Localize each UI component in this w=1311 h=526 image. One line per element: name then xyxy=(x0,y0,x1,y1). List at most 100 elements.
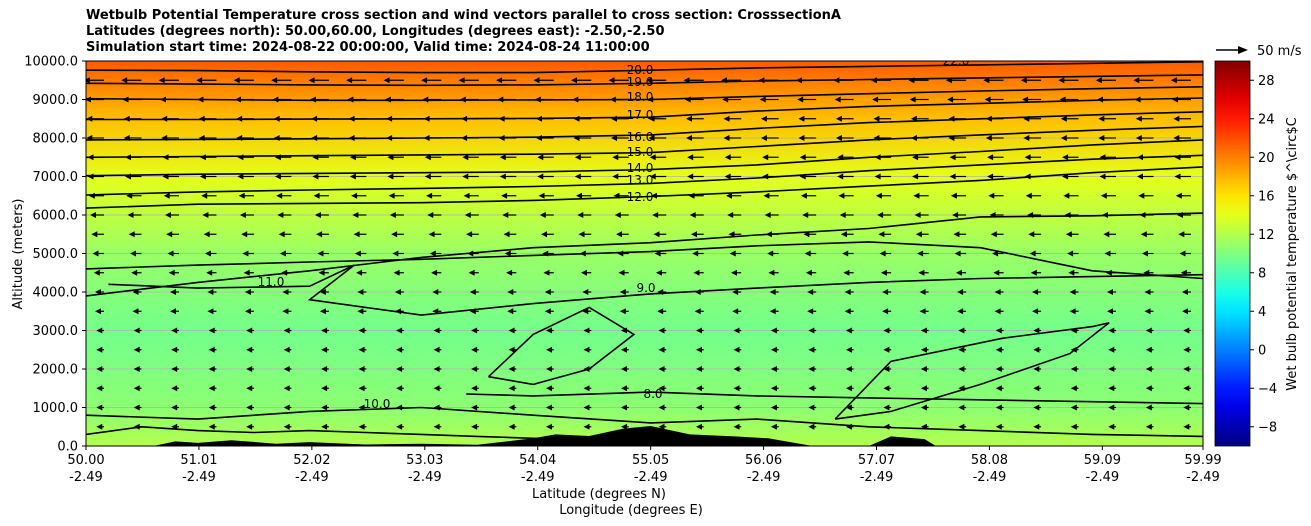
wind-vector-head xyxy=(883,366,890,372)
wind-vector-head xyxy=(1145,404,1152,411)
wind-vector-head xyxy=(279,250,286,257)
wind-vector-head xyxy=(583,366,590,372)
wind-vector-head xyxy=(237,173,244,180)
wind-vector-head xyxy=(196,77,203,84)
wind-vector-head xyxy=(432,289,439,295)
wind-vector-head xyxy=(199,154,206,161)
wind-vector-head xyxy=(396,346,403,353)
wind-vector-head xyxy=(1173,115,1180,122)
contour-line xyxy=(86,212,1203,297)
wind-vector-head xyxy=(283,423,290,430)
chart-title-line-3: Simulation start time: 2024-08-22 00:00:… xyxy=(86,40,650,55)
wind-vector-head xyxy=(799,154,806,161)
wind-vector-head xyxy=(469,308,476,315)
wind-vector-head xyxy=(1175,192,1182,199)
wind-vector-head xyxy=(464,212,471,218)
wind-vector-head xyxy=(733,327,740,334)
contour-line xyxy=(108,264,1203,316)
wind-vector-head xyxy=(989,212,996,218)
wind-vector-head xyxy=(1060,135,1067,141)
wind-vector-head xyxy=(508,327,515,334)
wind-vector-head xyxy=(948,135,955,141)
contour-label: 13.0 xyxy=(627,173,654,187)
wind-vector-head xyxy=(1070,366,1077,372)
wind-vector-head xyxy=(246,327,253,334)
x-tick-label-lon: -2.49 xyxy=(1186,470,1220,485)
wind-vector-head xyxy=(352,212,359,218)
wind-vector-head xyxy=(321,366,328,372)
wind-vector-head xyxy=(314,212,321,218)
wind-vector-head xyxy=(93,269,100,276)
wind-vector-head xyxy=(1100,192,1107,199)
contour-line xyxy=(86,166,1203,209)
wind-vector-head xyxy=(987,154,994,161)
wind-vector-head xyxy=(1030,269,1037,276)
wind-vector-head xyxy=(1033,385,1040,392)
wind-vector-head xyxy=(958,404,965,411)
wind-vector-head xyxy=(875,192,882,199)
wind-vector-head xyxy=(1098,135,1105,141)
wind-vector-head xyxy=(648,135,655,141)
wind-vector-head xyxy=(203,231,210,238)
x-axis-label-lat: Latitude (degrees N) xyxy=(532,487,666,502)
wind-vector-head xyxy=(733,423,740,430)
wind-vector-head xyxy=(985,135,992,141)
wind-vector-head xyxy=(346,77,353,84)
y-tick-label: 1000.0 xyxy=(33,401,79,416)
wind-vector-head xyxy=(357,308,364,315)
contour-line xyxy=(86,74,1203,87)
wind-vector-head xyxy=(498,135,505,141)
wind-vector-head xyxy=(883,404,890,411)
wind-vector-head xyxy=(534,96,541,103)
wind-vector-head xyxy=(96,404,103,411)
wind-vector-head xyxy=(1024,173,1031,180)
wind-vector-head xyxy=(394,308,401,315)
wind-vector-head xyxy=(161,115,168,122)
x-tick-label-lat: 58.08 xyxy=(971,453,1008,468)
wind-vector-head xyxy=(804,250,811,257)
wind-vector-head xyxy=(508,385,515,392)
wind-vector-head xyxy=(132,308,139,315)
wind-vector-head xyxy=(658,404,665,411)
wind-vector-head xyxy=(428,231,435,238)
contour-label: 8.0 xyxy=(643,387,662,401)
wind-vector-head xyxy=(647,96,654,103)
y-tick-label: 3000.0 xyxy=(33,324,79,339)
colorbar-label: Wet bulb potential temperature $^\circ$C xyxy=(1285,117,1300,390)
wind-vector-head xyxy=(583,423,590,430)
contour-label: 20.0 xyxy=(627,63,654,77)
wind-vector-head xyxy=(758,77,765,84)
contour-label: 22.0 xyxy=(943,54,970,68)
wind-vector-head xyxy=(1025,192,1032,199)
wind-vector-head xyxy=(696,366,702,372)
wind-vector-head xyxy=(127,212,134,218)
wind-vector-head xyxy=(1145,385,1152,392)
wind-vector-head xyxy=(1145,327,1152,334)
wind-vector-head xyxy=(208,423,215,430)
wind-vector-head xyxy=(354,250,361,257)
wind-vector-head xyxy=(802,212,809,218)
wind-vector-head xyxy=(732,289,739,295)
wind-vector-head xyxy=(388,192,395,199)
contour-line xyxy=(86,154,1203,196)
wind-vector-head xyxy=(171,327,178,334)
colorbar-tick-label: 8 xyxy=(1258,266,1266,281)
wind-vector-head xyxy=(426,192,433,199)
wind-vector-head xyxy=(795,77,802,84)
wind-vector-head xyxy=(652,212,659,218)
axes: 0.0 1000.0 2000.0 3000.0 4000.0 5000.0 6000.0 7… xyxy=(11,55,1222,519)
x-tick-label-lat: 56.06 xyxy=(745,453,782,468)
wind-vector-head xyxy=(686,135,692,141)
wind-vector-head xyxy=(582,308,589,315)
y-tick-label: 2000.0 xyxy=(33,363,79,378)
wind-vector-head xyxy=(721,77,727,84)
wind-vector-head xyxy=(994,308,1001,315)
wind-vector-head xyxy=(1135,135,1142,141)
wind-vector-head xyxy=(468,269,475,276)
wind-vector-head xyxy=(86,135,93,141)
wind-vector-head xyxy=(912,173,919,180)
wind-vector-head xyxy=(797,96,804,103)
wind-vector-head xyxy=(1027,212,1034,218)
wind-vector-head xyxy=(461,135,468,141)
wind-vector-head xyxy=(389,212,396,218)
